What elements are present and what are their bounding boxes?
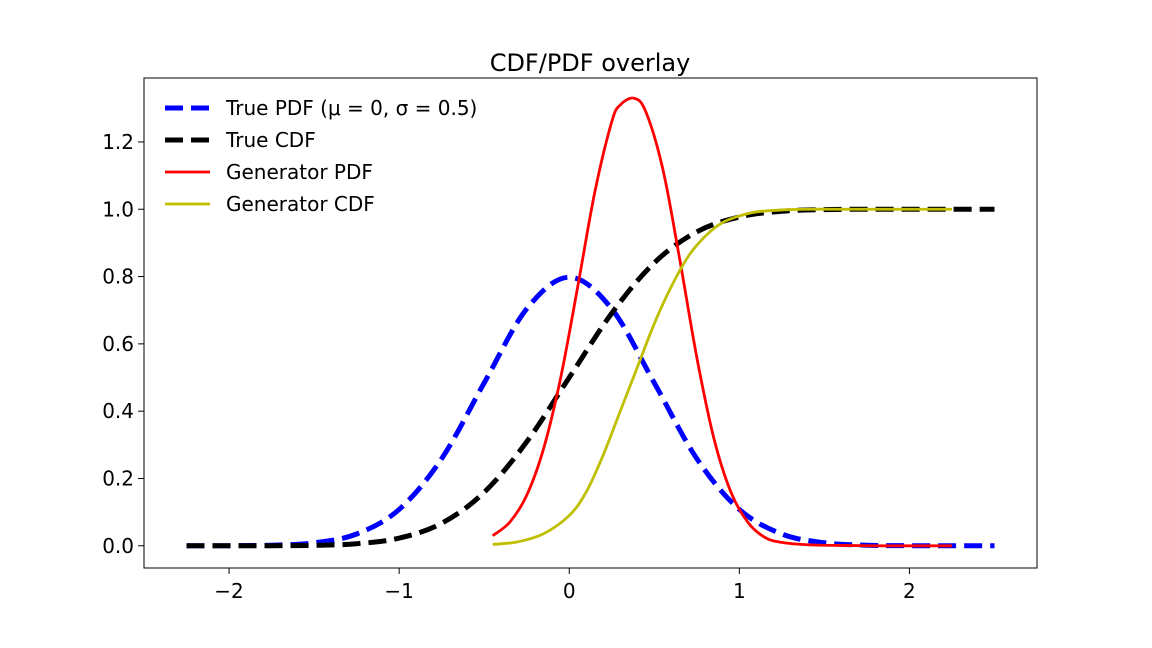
- series-line-4: [492, 207, 952, 546]
- y-tick-label: 0.0: [102, 534, 134, 558]
- legend-label-2: True CDF: [225, 128, 316, 152]
- series-line-3: [491, 96, 952, 548]
- plot-lines: [186, 96, 995, 549]
- legend-label-1: True PDF (μ = 0, σ = 0.5): [225, 96, 477, 120]
- plot-frame: [143, 77, 1038, 569]
- y-tick-label: 1.0: [102, 197, 134, 221]
- y-tick-label: 0.8: [102, 265, 134, 289]
- y-tick-label: 0.6: [102, 332, 134, 356]
- y-tick-label: 0.4: [102, 399, 134, 423]
- x-tick-label: −2: [214, 579, 243, 603]
- x-tick-label: 1: [733, 579, 746, 603]
- legend-label-3: Generator PDF: [226, 160, 373, 184]
- series-line-1: [186, 274, 995, 549]
- x-axis: −2 −1 0 1 2: [214, 568, 916, 603]
- y-axis: 0.0 0.2 0.4 0.6 0.8 1.0 1.2: [102, 130, 144, 558]
- y-tick-label: 1.2: [102, 130, 134, 154]
- x-tick-label: −1: [384, 579, 413, 603]
- x-tick-label: 2: [903, 579, 916, 603]
- legend-label-4: Generator CDF: [226, 192, 375, 216]
- legend: True PDF (μ = 0, σ = 0.5) True CDF Generat…: [165, 96, 477, 216]
- x-tick-label: 0: [563, 579, 576, 603]
- y-tick-label: 0.2: [102, 466, 134, 490]
- chart-title: CDF/PDF overlay: [490, 49, 691, 77]
